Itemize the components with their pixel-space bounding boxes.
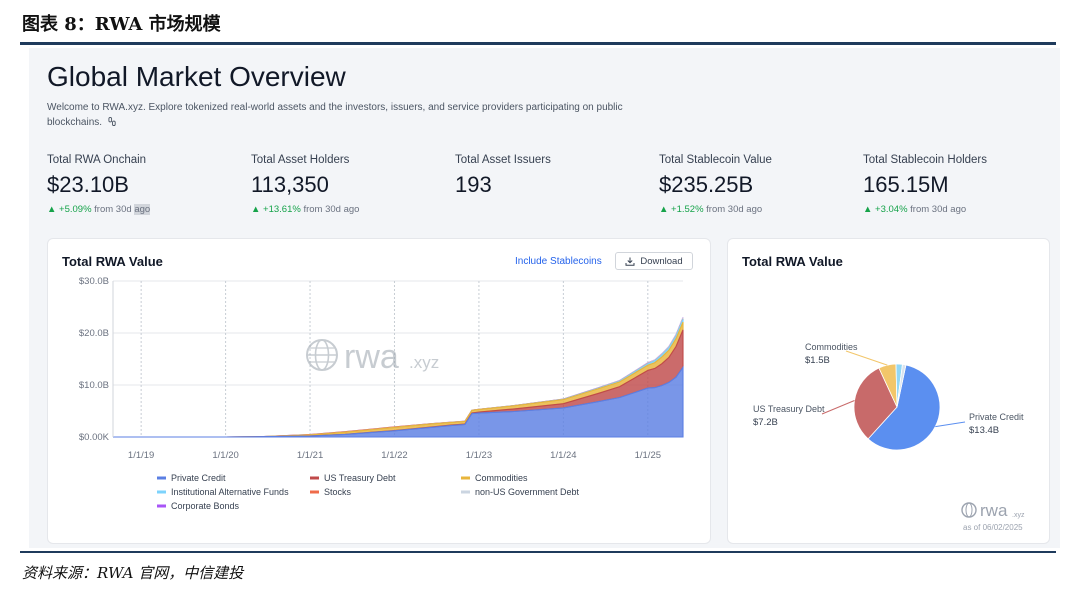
stat-change-from: from 30d ago <box>300 204 360 215</box>
stat-change-from: from 30d ago <box>703 204 763 215</box>
as-of-date: as of 06/02/2025 <box>963 523 1023 532</box>
download-icon <box>625 257 635 266</box>
stat-label: Total Stablecoin Holders <box>863 154 988 166</box>
stat-value: 113,350 <box>251 172 329 197</box>
stat-value: $23.10B <box>47 172 129 197</box>
bottom-rule <box>20 551 1056 553</box>
stat-value: 165.15M <box>863 172 949 197</box>
stat-change: ▲ +3.04% from 30d ago <box>863 204 987 215</box>
stat-value: $235.25B <box>659 172 754 197</box>
stat-change-pct: ▲ +1.52% <box>659 204 704 215</box>
stat-label: Total RWA Onchain <box>47 154 147 166</box>
stat-total-stablecoin-holders: Total Stablecoin Holders 165.15M ▲ +3.04… <box>863 154 987 215</box>
link-icon[interactable] <box>108 117 117 126</box>
stat-label: Total Asset Issuers <box>455 154 551 166</box>
stat-change-pct: ▲ +13.61% <box>251 204 301 215</box>
welcome-text: Welcome to RWA.xyz. Explore tokenized re… <box>47 100 627 130</box>
include-stablecoins-link[interactable]: Include Stablecoins <box>515 256 602 267</box>
welcome-copy: Welcome to RWA.xyz. Explore tokenized re… <box>47 102 623 128</box>
figure-source: 资料来源：RWA 官网，中信建投 <box>22 564 244 582</box>
stat-total-stablecoin-value: Total Stablecoin Value $235.25B ▲ +1.52%… <box>659 154 772 215</box>
pie-chart-card <box>727 238 1050 544</box>
pie-chart-title: Total RWA Value <box>742 254 843 269</box>
stat-label: Total Stablecoin Value <box>659 154 772 166</box>
download-label: Download <box>640 255 683 267</box>
stat-total-asset-holders: Total Asset Holders 113,350 ▲ +13.61% fr… <box>251 154 359 215</box>
area-chart-title: Total RWA Value <box>62 254 163 269</box>
figure-title: 图表 8：RWA 市场规模 <box>22 14 221 35</box>
stat-total-rwa-onchain: Total RWA Onchain $23.10B ▲ +5.09% from … <box>47 154 151 215</box>
area-chart-card <box>47 238 711 544</box>
stat-change: ▲ +13.61% from 30d ago <box>251 204 359 215</box>
stat-total-asset-issuers: Total Asset Issuers 193 <box>455 154 551 198</box>
page-title: Global Market Overview <box>47 61 346 92</box>
stat-change-from: from 30d <box>91 204 135 215</box>
stat-label: Total Asset Holders <box>251 154 350 166</box>
stat-change-pct: ▲ +5.09% <box>47 204 92 215</box>
download-button[interactable]: Download <box>615 252 693 270</box>
stat-change-highlight: ago <box>134 204 151 215</box>
stat-change-pct: ▲ +3.04% <box>863 204 908 215</box>
stat-value: 193 <box>455 172 492 197</box>
stat-change-from: from 30d ago <box>907 204 967 215</box>
top-rule <box>20 42 1056 45</box>
stat-change: ▲ +1.52% from 30d ago <box>659 204 772 215</box>
stat-change: ▲ +5.09% from 30d ago <box>47 204 151 215</box>
